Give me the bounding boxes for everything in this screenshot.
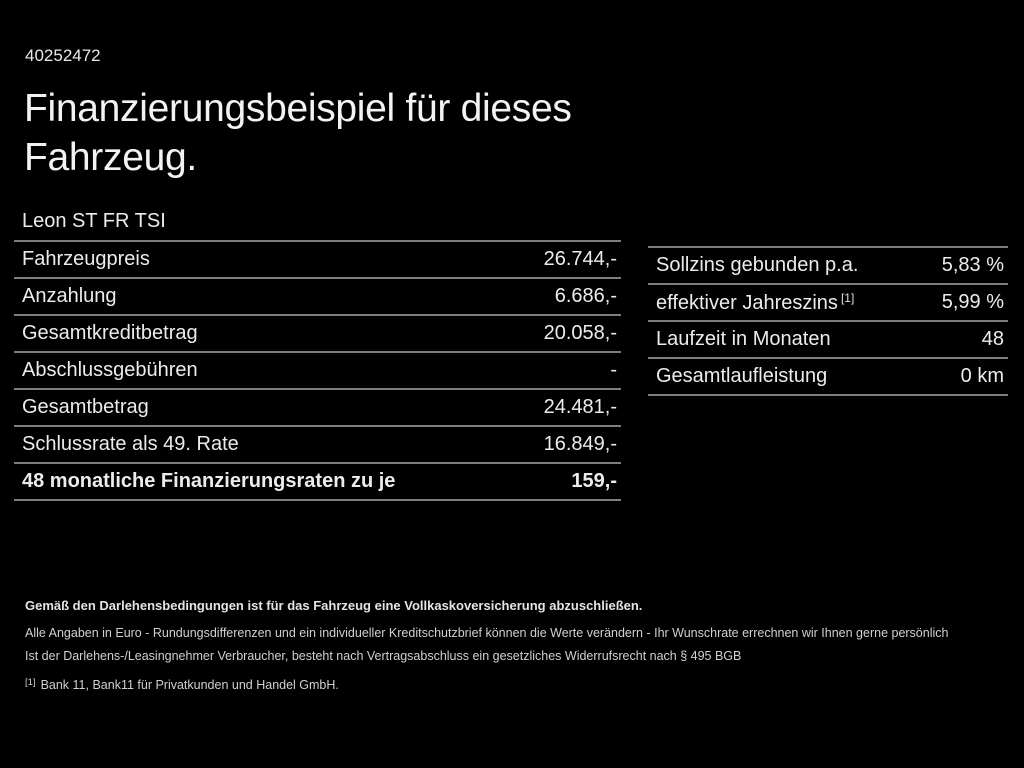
row-label: Schlussrate als 49. Rate <box>22 433 239 455</box>
table-row-gesamtbetrag: Gesamtbetrag 24.481,- <box>14 390 621 427</box>
row-value: 0 km <box>960 365 1004 387</box>
row-label: Sollzins gebunden p.a. <box>656 254 859 276</box>
row-label: effektiver Jahreszins [1] <box>656 291 854 315</box>
table-row-schlussrate: Schlussrate als 49. Rate 16.849,- <box>14 427 621 464</box>
row-value: 6.686,- <box>554 285 617 307</box>
row-label: 48 monatliche Finanzierungsraten zu je <box>22 470 396 492</box>
row-label: Gesamtbetrag <box>22 396 149 418</box>
row-value: 20.058,- <box>543 322 617 344</box>
row-value: 159,- <box>571 470 617 492</box>
disclaimer-line-1: Alle Angaben in Euro - Rundungsdifferenz… <box>25 626 949 640</box>
row-value: 26.744,- <box>543 248 617 270</box>
insurance-requirement-note: Gemäß den Darlehensbedingungen ist für d… <box>25 598 643 613</box>
row-value: - <box>610 359 617 381</box>
row-label: Laufzeit in Monaten <box>656 328 831 350</box>
financing-table: Leon ST FR TSI Fahrzeugpreis 26.744,- An… <box>14 202 621 501</box>
table-row-sollzins: Sollzins gebunden p.a. 5,83 % <box>648 248 1008 285</box>
footnote-text: Bank 11, Bank11 für Privatkunden und Han… <box>40 678 339 692</box>
row-value: 48 <box>981 328 1004 350</box>
footnote-reference: [1] <box>840 290 855 305</box>
row-label: Anzahlung <box>22 285 117 307</box>
table-row-abschlussgebuehren: Abschlussgebühren - <box>14 353 621 390</box>
row-value: 16.849,- <box>543 433 617 455</box>
table-row-anzahlung: Anzahlung 6.686,- <box>14 279 621 316</box>
table-row-fahrzeugpreis: Fahrzeugpreis 26.744,- <box>14 242 621 279</box>
row-value: 5,83 % <box>941 254 1004 276</box>
row-label: Abschlussgebühren <box>22 359 198 381</box>
row-label: Gesamtlaufleistung <box>656 365 828 387</box>
vehicle-id: 40252472 <box>25 46 101 65</box>
row-label: Fahrzeugpreis <box>22 248 150 270</box>
row-value: 24.481,- <box>543 396 617 418</box>
disclaimer-line-2: Ist der Darlehens-/Leasingnehmer Verbrau… <box>25 649 742 663</box>
model-name: Leon ST FR TSI <box>22 209 166 232</box>
row-label-text: effektiver Jahreszins <box>656 291 838 314</box>
conditions-table: Sollzins gebunden p.a. 5,83 % effektiver… <box>648 246 1008 396</box>
table-row-monatsrate: 48 monatliche Finanzierungsraten zu je 1… <box>14 464 621 501</box>
table-row-laufzeit: Laufzeit in Monaten 48 <box>648 322 1008 359</box>
footer-notes: Gemäß den Darlehensbedingungen ist für d… <box>25 598 1003 692</box>
footnote-marker: [1] <box>25 677 36 688</box>
bank-footnote: [1] Bank 11, Bank11 für Privatkunden und … <box>25 677 1003 692</box>
table-row-gesamtlaufleistung: Gesamtlaufleistung 0 km <box>648 359 1008 396</box>
table-row-gesamtkreditbetrag: Gesamtkreditbetrag 20.058,- <box>14 316 621 353</box>
table-row-effektiver-jahreszins: effektiver Jahreszins [1] 5,99 % <box>648 285 1008 322</box>
row-value: 5,99 % <box>941 291 1004 313</box>
row-label: Gesamtkreditbetrag <box>22 322 198 344</box>
page-title: Finanzierungsbeispiel für dieses Fahrzeug… <box>24 84 572 182</box>
page-title-line-1: Finanzierungsbeispiel für dieses <box>24 87 572 130</box>
page-title-line-2: Fahrzeug. <box>24 136 197 179</box>
model-name-row: Leon ST FR TSI <box>14 202 621 242</box>
